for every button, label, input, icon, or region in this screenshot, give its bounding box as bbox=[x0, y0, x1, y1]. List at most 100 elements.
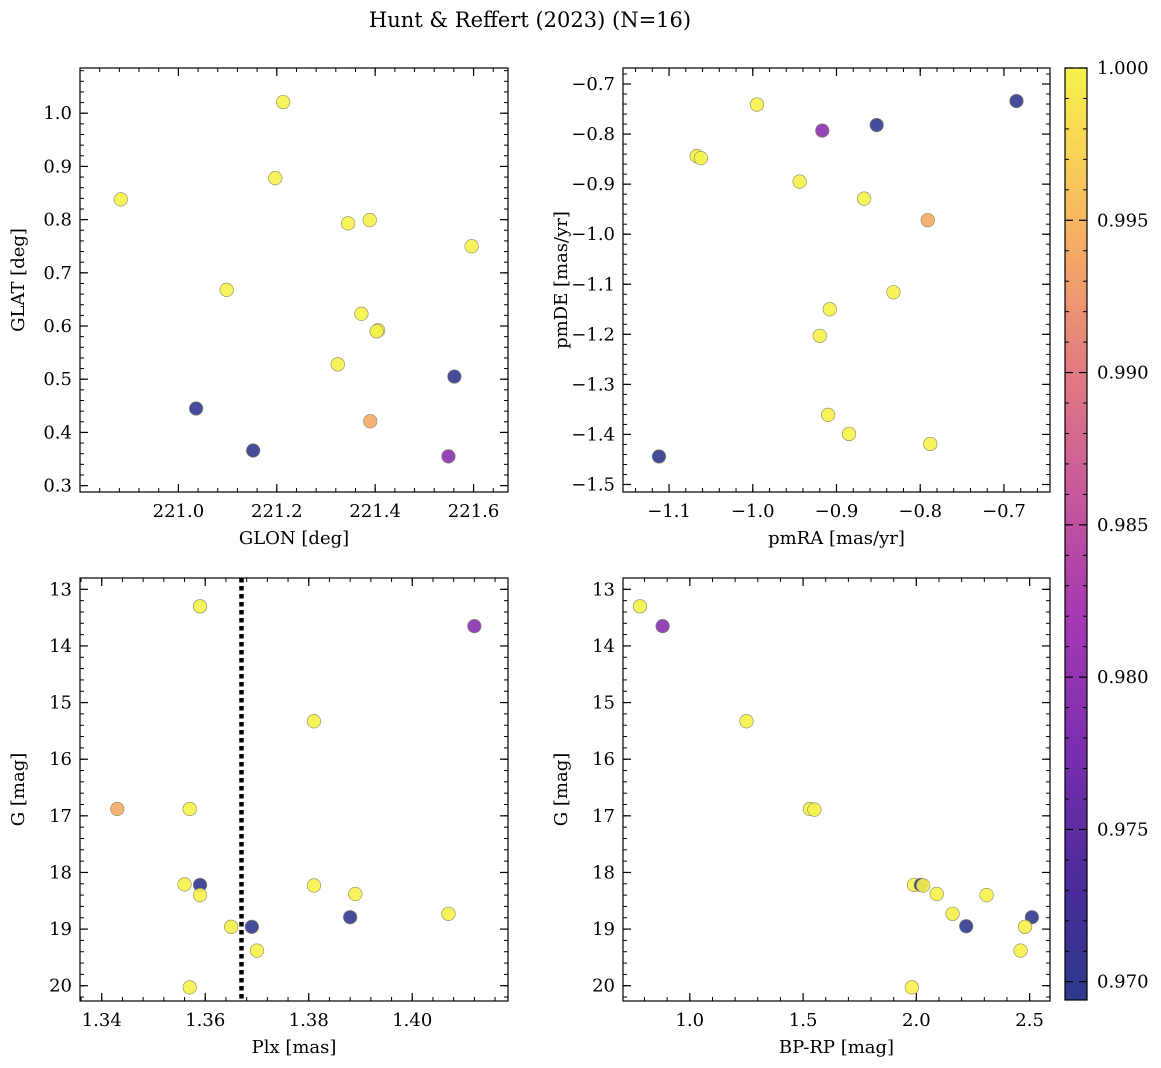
y-tick-label: 17 bbox=[49, 806, 72, 827]
data-point bbox=[330, 357, 345, 372]
colorbar-gradient bbox=[1064, 67, 1088, 1001]
x-tick-label: 221.2 bbox=[251, 501, 303, 522]
x-tick-label: 1.36 bbox=[185, 1010, 225, 1031]
y-tick-label: 18 bbox=[592, 862, 615, 883]
data-point bbox=[249, 943, 265, 958]
y-tick-label: −0.8 bbox=[571, 124, 615, 145]
data-point bbox=[693, 151, 708, 166]
y-tick-label: −1.5 bbox=[571, 474, 615, 495]
data-point bbox=[369, 324, 384, 339]
data-point bbox=[869, 117, 884, 133]
data-point bbox=[464, 239, 479, 254]
data-point bbox=[807, 802, 822, 817]
x-tick-label: −1.1 bbox=[647, 501, 691, 522]
data-point bbox=[1017, 919, 1033, 934]
x-tick-label: −0.8 bbox=[898, 501, 942, 522]
data-point bbox=[886, 285, 901, 300]
data-point bbox=[945, 906, 960, 921]
y-tick-label: 20 bbox=[49, 976, 72, 997]
y-tick-label: −1.2 bbox=[571, 324, 615, 345]
data-point bbox=[857, 191, 872, 206]
y-axis-label: GLAT [deg] bbox=[8, 228, 29, 332]
x-tick-label: 221.0 bbox=[153, 501, 205, 522]
data-point bbox=[219, 282, 234, 297]
data-point bbox=[441, 449, 456, 464]
x-tick-label: 1.34 bbox=[82, 1010, 122, 1031]
y-tick-label: −1.1 bbox=[571, 274, 615, 295]
data-point bbox=[920, 213, 935, 228]
data-point bbox=[812, 328, 827, 343]
y-tick-label: −1.3 bbox=[571, 374, 615, 395]
data-point bbox=[916, 878, 931, 893]
data-point bbox=[244, 919, 259, 934]
data-point bbox=[1009, 93, 1024, 109]
data-point bbox=[113, 192, 128, 207]
data-point bbox=[929, 886, 944, 902]
y-tick-label: 0.5 bbox=[43, 369, 72, 390]
y-tick-label: 0.4 bbox=[43, 422, 72, 443]
data-point bbox=[651, 449, 667, 464]
y-tick-label: 16 bbox=[592, 749, 615, 770]
y-tick-label: −1.0 bbox=[571, 224, 615, 245]
y-tick-label: 0.7 bbox=[43, 263, 72, 284]
x-tick-label: 2.0 bbox=[902, 1010, 931, 1031]
data-point bbox=[246, 443, 261, 458]
data-point bbox=[182, 980, 197, 995]
colorbar-tick-label: 0.985 bbox=[1097, 515, 1149, 536]
data-point bbox=[192, 599, 208, 614]
data-point bbox=[182, 801, 197, 817]
figure-title: Hunt & Reffert (2023) (N=16) bbox=[369, 8, 691, 32]
y-tick-label: 13 bbox=[49, 579, 72, 600]
data-point bbox=[792, 174, 807, 189]
x-tick-label: −0.9 bbox=[815, 501, 859, 522]
y-axis-label: pmDE [mas/yr] bbox=[551, 211, 572, 349]
data-point bbox=[822, 302, 837, 317]
axes-frame bbox=[79, 577, 509, 1002]
data-point bbox=[306, 714, 322, 729]
data-point bbox=[306, 878, 322, 893]
x-tick-label: 1.5 bbox=[789, 1010, 818, 1031]
data-point bbox=[177, 877, 192, 892]
data-point bbox=[841, 426, 857, 442]
colorbar-tick-label: 0.970 bbox=[1097, 972, 1149, 993]
data-point bbox=[189, 401, 204, 416]
x-tick-label: −1.0 bbox=[731, 501, 775, 522]
data-point bbox=[276, 94, 291, 110]
colorbar-ticks: 0.970 0.975 0.980 0.985 0.990 0.995 1.000 bbox=[1065, 58, 1149, 993]
y-tick-label: 20 bbox=[592, 976, 615, 997]
y-tick-label: −1.4 bbox=[571, 424, 615, 445]
data-point bbox=[110, 801, 125, 817]
data-point bbox=[821, 407, 836, 423]
y-tick-label: 19 bbox=[592, 919, 615, 940]
y-tick-label: 15 bbox=[592, 693, 615, 714]
y-tick-label: 1.0 bbox=[43, 103, 72, 124]
colorbar-tick-label: 0.995 bbox=[1097, 210, 1149, 231]
colorbar: 0.970 0.975 0.980 0.985 0.990 0.995 1.000 bbox=[1064, 58, 1149, 1001]
y-tick-label: 16 bbox=[49, 749, 72, 770]
y-tick-label: 0.8 bbox=[43, 210, 72, 231]
colorbar-tick-label: 1.000 bbox=[1097, 58, 1149, 79]
colorbar-tick-label: 0.990 bbox=[1097, 363, 1149, 384]
data-point bbox=[815, 123, 830, 138]
y-tick-label: 14 bbox=[49, 636, 72, 657]
y-tick-label: 19 bbox=[49, 919, 72, 940]
data-point bbox=[632, 599, 648, 614]
y-tick-label: 0.3 bbox=[43, 476, 72, 497]
data-point bbox=[441, 906, 456, 921]
data-point bbox=[1013, 943, 1028, 958]
data-point bbox=[447, 369, 462, 384]
x-tick-label: −0.7 bbox=[982, 501, 1026, 522]
x-axis-label: Plx [mas] bbox=[252, 1037, 337, 1058]
panels: 221.0 221.2 221.4 221.6 0.3 0.4 0.5 0.6 0.7 0.8 0.… bbox=[8, 67, 1051, 1058]
data-point bbox=[341, 216, 356, 231]
colorbar-tick-label: 0.980 bbox=[1097, 667, 1149, 688]
data-point bbox=[268, 171, 283, 186]
y-tick-label: 18 bbox=[49, 862, 72, 883]
x-tick-label: 2.5 bbox=[1015, 1010, 1044, 1031]
y-axis-label: G [mag] bbox=[8, 753, 29, 826]
data-point bbox=[904, 980, 919, 995]
data-point bbox=[224, 919, 239, 934]
x-axis-label: pmRA [mas/yr] bbox=[768, 528, 905, 549]
panel-4: 1.0 1.5 2.0 2.5 13 14 15 16 17 18 19 20 BP-RP [mag] G… bbox=[551, 577, 1051, 1058]
data-point bbox=[979, 888, 994, 903]
